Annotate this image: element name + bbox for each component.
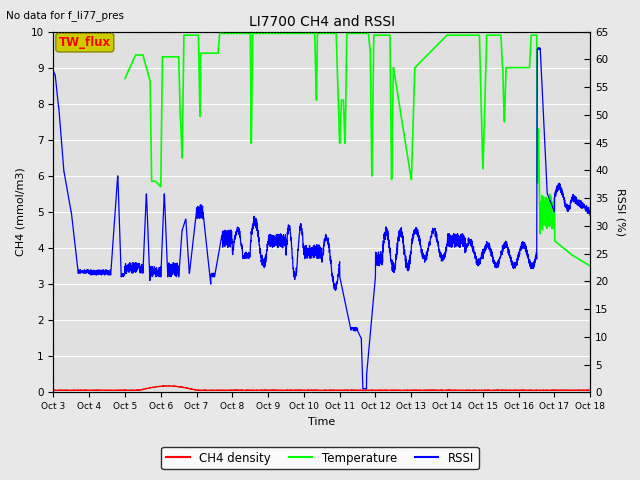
Y-axis label: RSSI (%): RSSI (%)	[615, 188, 625, 236]
Text: TW_flux: TW_flux	[59, 36, 111, 49]
Y-axis label: CH4 (mmol/m3): CH4 (mmol/m3)	[15, 168, 25, 256]
Text: No data for f_li77_pres: No data for f_li77_pres	[6, 10, 124, 21]
X-axis label: Time: Time	[308, 417, 335, 427]
Legend: CH4 density, Temperature, RSSI: CH4 density, Temperature, RSSI	[161, 447, 479, 469]
Title: LI7700 CH4 and RSSI: LI7700 CH4 and RSSI	[249, 15, 395, 29]
